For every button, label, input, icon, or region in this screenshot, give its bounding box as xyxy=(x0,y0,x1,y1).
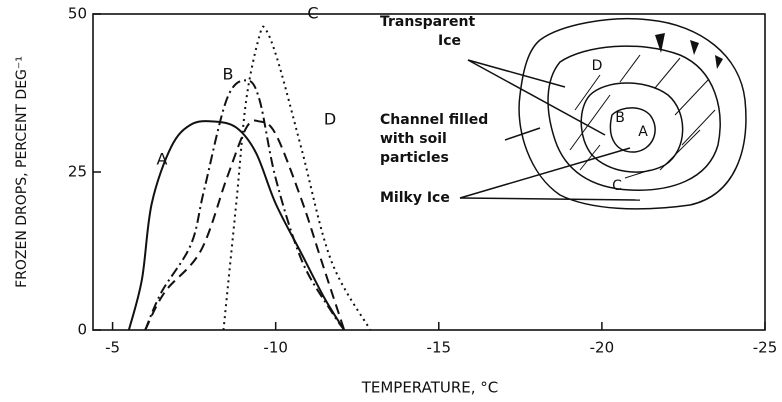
x-axis-label: TEMPERATURE, °C xyxy=(361,379,499,397)
x-tick-label: -5 xyxy=(105,339,120,357)
x-tick-label: -10 xyxy=(263,339,288,357)
y-tick-label: 0 xyxy=(77,321,87,339)
y-tick-label: 50 xyxy=(68,5,87,23)
plot-frame xyxy=(93,14,765,330)
inset-label: Channel filled xyxy=(380,112,488,128)
ring-b xyxy=(581,83,682,172)
inset-letter: B xyxy=(615,110,625,126)
inset-diagram xyxy=(460,19,746,209)
x-tick-label: -20 xyxy=(590,339,615,357)
inset-letter: A xyxy=(638,124,648,140)
inset-letter: D xyxy=(592,58,603,74)
series-line xyxy=(145,120,344,330)
pointer xyxy=(468,60,565,87)
inset-letter: C xyxy=(612,178,622,194)
x-tick-label: -25 xyxy=(753,339,778,357)
inset-label: Transparent xyxy=(380,14,475,30)
series-label: A xyxy=(157,150,168,169)
x-tick-label: -15 xyxy=(427,339,452,357)
inset-label: particles xyxy=(380,150,449,166)
y-axis-label: FROZEN DROPS, PERCENT DEG⁻¹ xyxy=(14,56,30,288)
series-label: B xyxy=(223,65,234,84)
series-line xyxy=(223,27,370,330)
pointer xyxy=(460,198,640,200)
series-label: C xyxy=(307,4,318,23)
series-label: D xyxy=(324,110,336,129)
inset-label: Milky Ice xyxy=(380,190,450,206)
inset-label: with soil xyxy=(380,131,447,147)
inset-label: Ice xyxy=(438,33,461,49)
chart: TEMPERATURE, °C FROZEN DROPS, PERCENT DE… xyxy=(0,0,782,402)
y-tick-label: 25 xyxy=(68,163,87,181)
pointer xyxy=(460,148,630,198)
